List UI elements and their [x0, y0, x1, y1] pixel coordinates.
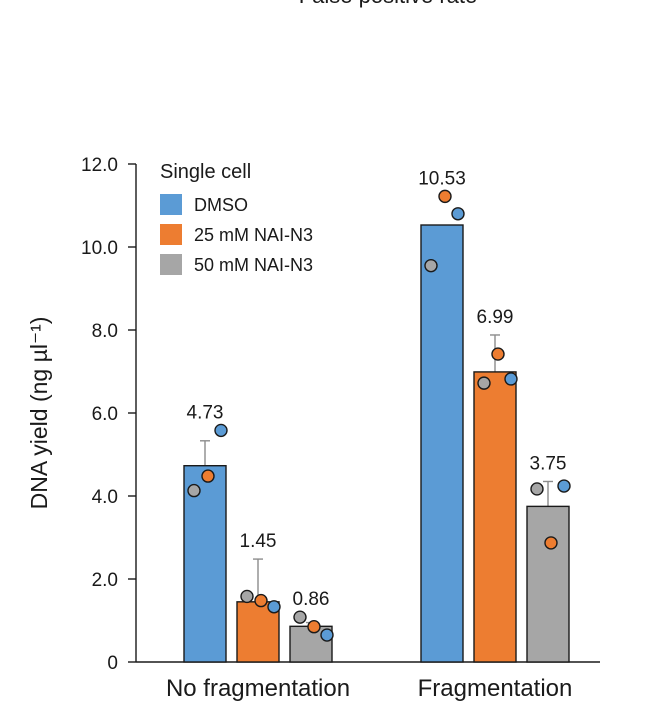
- legend-entry-label: 25 mM NAI-N3: [194, 225, 313, 245]
- data-point: [293, 610, 307, 624]
- data-point: [187, 483, 201, 498]
- y-tick-label: 2.0: [92, 570, 118, 591]
- legend-entry-label: DMSO: [194, 195, 248, 215]
- data-point: [201, 469, 215, 483]
- value-label: 10.53: [418, 168, 466, 189]
- data-point: [438, 189, 452, 204]
- x-category-label: No fragmentation: [166, 675, 350, 702]
- legend-title: Single cell: [160, 161, 251, 183]
- data-point: [477, 376, 491, 390]
- data-point: [320, 628, 334, 642]
- legend-swatch: [160, 254, 182, 275]
- bar: [473, 371, 517, 663]
- data-point: [557, 479, 571, 493]
- y-tick-label: 4.0: [92, 487, 118, 508]
- data-point: [491, 347, 505, 361]
- data-point: [424, 258, 438, 273]
- value-label: 6.99: [477, 307, 514, 328]
- data-point: [214, 423, 228, 438]
- y-tick-label: 6.0: [92, 404, 118, 425]
- top-caption: False positive rate: [299, 0, 478, 8]
- x-category-label: Fragmentation: [418, 675, 573, 702]
- data-point: [530, 482, 544, 496]
- chart-legend: Single cell DMSO 25 mM NAI-N3 50 mM NAI-N3: [160, 161, 313, 275]
- bar: [183, 465, 227, 663]
- value-label: 0.86: [293, 589, 330, 610]
- legend-entry-label: 50 mM NAI-N3: [194, 255, 313, 275]
- data-point: [451, 207, 465, 221]
- chart-bars: 4.73 10.53 1.45 6.99 0.86 3.75: [183, 168, 571, 663]
- value-label: 3.75: [530, 453, 567, 474]
- value-label: 1.45: [240, 531, 277, 552]
- y-tick-label: 0: [107, 653, 118, 674]
- legend-swatch: [160, 224, 182, 245]
- data-point: [240, 589, 254, 604]
- y-axis-label: DNA yield (ng µl⁻¹): [26, 317, 52, 510]
- chart-axes: 0 2.0 4.0 6.0 8.0 10.0 12.0 DNA yield (ng µl⁻¹)…: [26, 155, 600, 702]
- y-tick-label: 12.0: [81, 155, 118, 176]
- bar: [526, 505, 570, 663]
- y-tick-label: 10.0: [81, 238, 118, 259]
- y-tick-label: 8.0: [92, 321, 118, 342]
- value-label: 4.73: [187, 402, 224, 423]
- legend-swatch: [160, 194, 182, 215]
- data-point: [254, 593, 268, 608]
- data-point: [267, 600, 281, 614]
- data-point: [504, 372, 518, 386]
- data-point: [307, 620, 321, 634]
- bar: [420, 224, 464, 663]
- data-point: [544, 536, 558, 550]
